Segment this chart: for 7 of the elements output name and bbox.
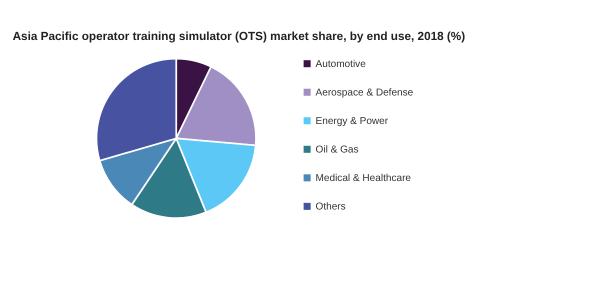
legend-label: Oil & Gas	[316, 144, 359, 156]
legend-label: Automotive	[316, 59, 366, 70]
chart-title: Asia Pacific operator training simulator (OTS) market share, by end use, 2018 (%)	[12, 30, 466, 44]
legend-label: Medical & Healthcare	[316, 173, 412, 184]
legend-label: Others	[316, 202, 346, 213]
legend-label: Aerospace & Defense	[316, 88, 414, 99]
legend-label: Energy & Power	[316, 116, 389, 128]
